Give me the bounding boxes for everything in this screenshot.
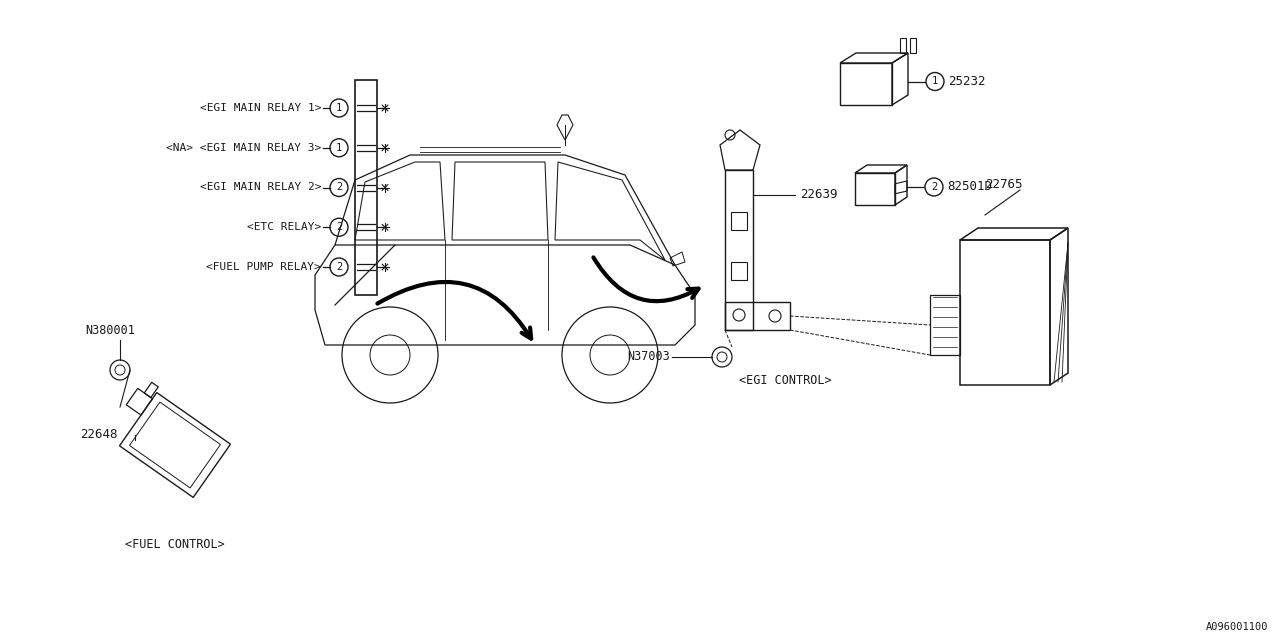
Text: 25232: 25232 <box>948 75 986 88</box>
Bar <box>840 63 892 105</box>
Text: 1: 1 <box>932 77 938 86</box>
Text: <EGI MAIN RELAY 1>: <EGI MAIN RELAY 1> <box>200 103 321 113</box>
Text: <FUEL CONTROL>: <FUEL CONTROL> <box>125 538 225 552</box>
Text: 22639: 22639 <box>800 189 837 202</box>
Bar <box>355 80 378 295</box>
Bar <box>960 240 1050 385</box>
Text: 22765: 22765 <box>986 179 1023 191</box>
Text: 22648: 22648 <box>79 429 118 442</box>
Bar <box>731 262 748 280</box>
Text: N380001: N380001 <box>84 323 134 337</box>
Text: 1: 1 <box>335 143 342 153</box>
Text: 2: 2 <box>335 222 342 232</box>
Bar <box>855 173 895 205</box>
Text: 2: 2 <box>335 182 342 193</box>
Text: 82501D: 82501D <box>947 180 992 193</box>
Text: <NA> <EGI MAIN RELAY 3>: <NA> <EGI MAIN RELAY 3> <box>165 143 321 153</box>
Text: <ETC RELAY>: <ETC RELAY> <box>247 222 321 232</box>
Bar <box>731 212 748 230</box>
Text: <FUEL PUMP RELAY>: <FUEL PUMP RELAY> <box>206 262 321 272</box>
Text: A096001100: A096001100 <box>1206 622 1268 632</box>
Text: <EGI CONTROL>: <EGI CONTROL> <box>739 374 831 387</box>
Text: <EGI MAIN RELAY 2>: <EGI MAIN RELAY 2> <box>200 182 321 193</box>
Text: 2: 2 <box>335 262 342 272</box>
Text: N37003: N37003 <box>627 351 669 364</box>
Text: 1: 1 <box>335 103 342 113</box>
Text: 2: 2 <box>931 182 937 192</box>
